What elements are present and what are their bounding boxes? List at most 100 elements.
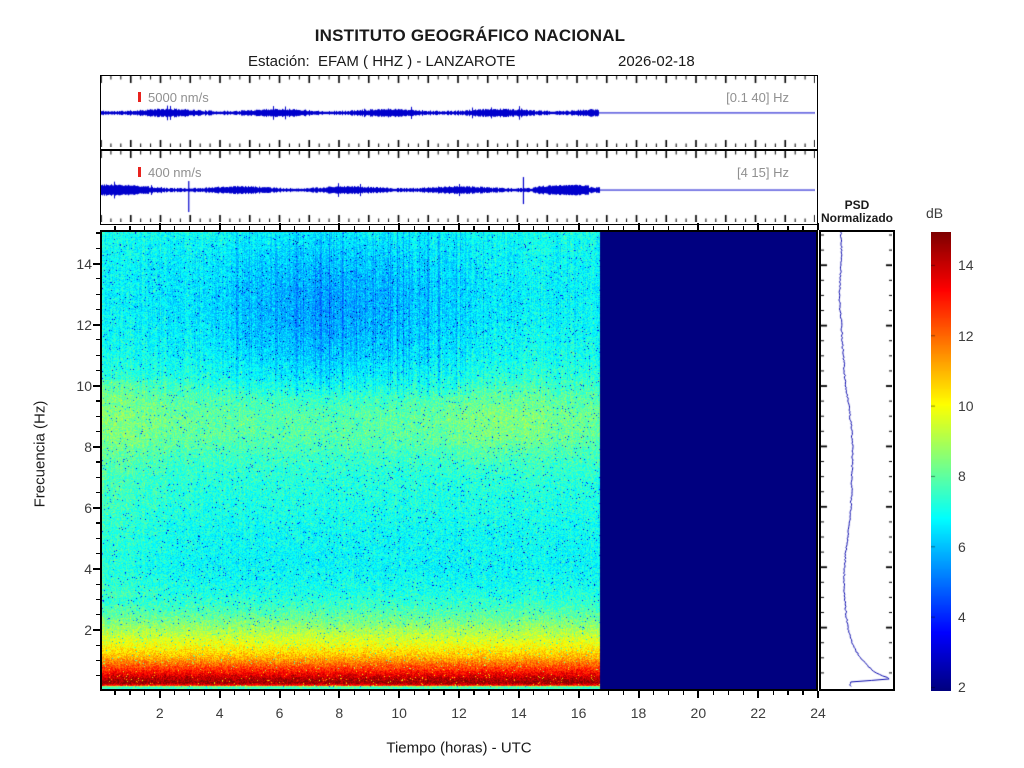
x-tick-label: 18	[630, 705, 647, 721]
x-tick	[802, 691, 804, 695]
psd-panel	[819, 230, 895, 691]
trace1-filter-label: [0.1 40] Hz	[726, 90, 789, 105]
y-tick	[96, 598, 100, 600]
trace-broadband-canvas	[101, 76, 815, 147]
x-tick-top	[443, 226, 445, 230]
x-tick	[757, 691, 760, 698]
x-tick-top	[622, 226, 625, 230]
y-tick	[96, 339, 100, 341]
x-tick-top	[727, 226, 729, 230]
y-tick	[96, 369, 100, 372]
trace2-filter-label: [4 15] Hz	[736, 165, 789, 180]
x-tick	[218, 691, 221, 698]
x-tick-top	[323, 226, 325, 230]
colorbar-tick-label: 14	[958, 257, 974, 274]
x-tick	[727, 691, 729, 695]
y-tick-label: 2	[84, 621, 92, 638]
x-tick	[473, 691, 475, 695]
y-tick	[93, 262, 100, 265]
x-tick	[428, 691, 430, 695]
x-tick	[443, 691, 445, 695]
y-tick	[93, 567, 100, 570]
x-tick-label: 16	[570, 705, 587, 721]
x-tick	[607, 691, 610, 695]
x-tick	[174, 691, 176, 695]
x-tick-top	[398, 223, 401, 230]
x-tick-label: 2	[155, 705, 164, 721]
trace-panel-broadband: 5000 nm/s [0.1 40] Hz	[100, 75, 818, 150]
x-tick-label: 24	[810, 705, 826, 721]
colorbar-tick-label: 10	[958, 398, 974, 415]
y-tick	[96, 232, 100, 234]
y-tick	[96, 278, 100, 280]
x-tick-top	[577, 223, 580, 230]
y-tick	[96, 308, 100, 310]
y-tick	[96, 400, 100, 402]
x-tick-top	[593, 226, 595, 230]
y-tick	[96, 476, 100, 478]
y-tick	[96, 430, 100, 433]
x-tick-top	[458, 223, 460, 230]
x-tick-top	[428, 226, 430, 230]
x-tick-top	[682, 226, 684, 230]
y-tick	[93, 384, 100, 387]
x-tick	[234, 691, 236, 695]
x-tick-label: 20	[690, 705, 707, 721]
trace1-scale-label: 5000 nm/s	[148, 90, 209, 105]
y-tick	[96, 522, 100, 524]
y-tick	[93, 628, 100, 631]
x-tick	[682, 691, 684, 695]
x-tick-top	[204, 226, 206, 230]
y-tick-label: 10	[76, 377, 92, 394]
x-tick-label: 22	[750, 705, 766, 721]
x-tick-top	[189, 226, 191, 230]
x-tick-top	[802, 226, 804, 230]
x-tick	[533, 691, 535, 695]
y-tick-label: 8	[84, 438, 92, 455]
colorbar-tick-label: 8	[958, 468, 966, 485]
x-tick-top	[278, 223, 281, 230]
x-tick-top	[697, 223, 700, 230]
x-tick	[458, 691, 460, 698]
x-tick-top	[263, 226, 266, 230]
x-tick-top	[308, 226, 310, 230]
y-tick	[96, 491, 100, 494]
y-tick	[96, 553, 100, 555]
y-tick-label: 14	[76, 255, 92, 272]
x-tick	[772, 691, 774, 695]
x-tick	[278, 691, 281, 698]
x-tick-top	[533, 226, 535, 230]
x-tick-label: 4	[215, 705, 224, 721]
x-tick	[189, 691, 191, 695]
y-tick	[96, 415, 100, 417]
x-tick	[293, 691, 296, 695]
x-tick-top	[248, 226, 251, 230]
page-title: INSTITUTO GEOGRÁFICO NACIONAL	[314, 26, 626, 45]
x-tick	[353, 691, 355, 695]
spectrogram-panel	[100, 230, 818, 691]
x-tick	[158, 691, 161, 698]
x-tick-top	[667, 226, 669, 230]
x-tick	[517, 691, 520, 698]
x-tick	[697, 691, 700, 698]
y-tick	[96, 644, 100, 646]
x-tick-top	[144, 226, 146, 230]
x-tick-top	[293, 226, 296, 230]
x-tick-top	[563, 226, 565, 230]
x-tick-label: 8	[335, 705, 344, 721]
x-tick-top	[383, 226, 385, 230]
x-tick-top	[607, 226, 610, 230]
x-tick	[263, 691, 266, 695]
x-tick	[308, 691, 310, 695]
x-tick-top	[742, 226, 744, 230]
x-tick-label: 6	[275, 705, 284, 721]
y-tick	[96, 537, 100, 539]
x-tick-top	[218, 223, 221, 230]
x-tick	[593, 691, 595, 695]
x-tick-label: 10	[391, 705, 407, 721]
colorbar-unit-label: dB	[926, 205, 944, 221]
x-tick	[338, 691, 341, 698]
y-tick-label: 6	[84, 499, 92, 516]
x-tick-top	[503, 226, 505, 230]
